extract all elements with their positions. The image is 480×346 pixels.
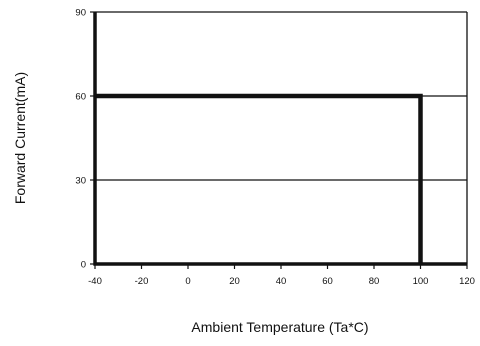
- x-tick-label: 80: [369, 276, 380, 287]
- x-tick-labels: -40 -20 0 20 40 60 80 100 120: [88, 276, 475, 287]
- grid-layer: [95, 95, 467, 181]
- x-tick-label: -20: [135, 276, 149, 287]
- x-tick-label: 20: [229, 276, 240, 287]
- y-tick-label: 90: [75, 8, 86, 19]
- y-tick-labels: 0 30 60 90: [75, 8, 86, 271]
- x-tick-label: 100: [413, 276, 429, 287]
- axes-layer: [90, 11, 468, 269]
- y-tick-label: 0: [81, 260, 86, 271]
- series-layer: [95, 93, 423, 264]
- x-tick-label: 60: [322, 276, 333, 287]
- x-tick-label: 40: [276, 276, 287, 287]
- y-axis-label: Forward Current(mA): [12, 72, 28, 204]
- y-tick-label: 30: [75, 176, 86, 187]
- x-tick-label: 120: [459, 276, 475, 287]
- y-tick-label: 60: [75, 92, 86, 103]
- x-axis-label: Ambient Temperature (Ta*C): [191, 319, 368, 335]
- derating-curve: [95, 93, 423, 264]
- x-tick-label: 0: [185, 276, 190, 287]
- x-tick-label: -40: [88, 276, 102, 287]
